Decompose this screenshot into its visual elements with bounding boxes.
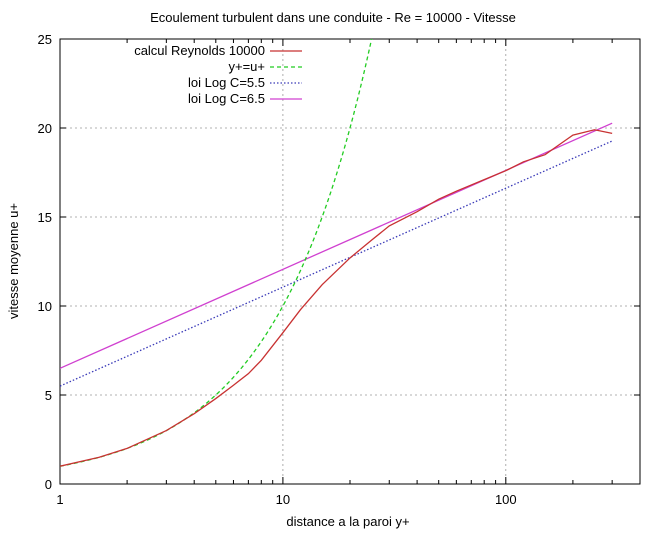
series-line [60, 39, 373, 467]
x-tick-label: 100 [495, 492, 517, 507]
axis-layer: 0 5 10 15 20 25 1 10 100 [38, 32, 640, 507]
y-tick-label: 0 [45, 477, 52, 492]
series-line [60, 140, 613, 387]
x-tick-label: 1 [56, 492, 63, 507]
legend-label: y+=u+ [228, 59, 265, 74]
y-tick-label: 20 [38, 121, 52, 136]
x-tick-label: 10 [276, 492, 290, 507]
x-axis-label: distance a la paroi y+ [286, 514, 409, 529]
series-line [60, 129, 613, 467]
series-layer [60, 39, 613, 467]
y-tick-label: 5 [45, 388, 52, 403]
y-tick-label: 25 [38, 32, 52, 47]
plot-frame [59, 38, 641, 485]
chart-title: Ecoulement turbulent dans une conduite -… [150, 10, 516, 25]
y-tick-label: 15 [38, 210, 52, 225]
y-tick-label: 10 [38, 299, 52, 314]
legend-label: loi Log C=5.5 [188, 75, 265, 90]
legend-label: loi Log C=6.5 [188, 91, 265, 106]
y-axis-label: vitesse moyenne u+ [6, 203, 21, 319]
grid-layer [60, 39, 640, 484]
legend-label: calcul Reynolds 10000 [134, 43, 265, 58]
